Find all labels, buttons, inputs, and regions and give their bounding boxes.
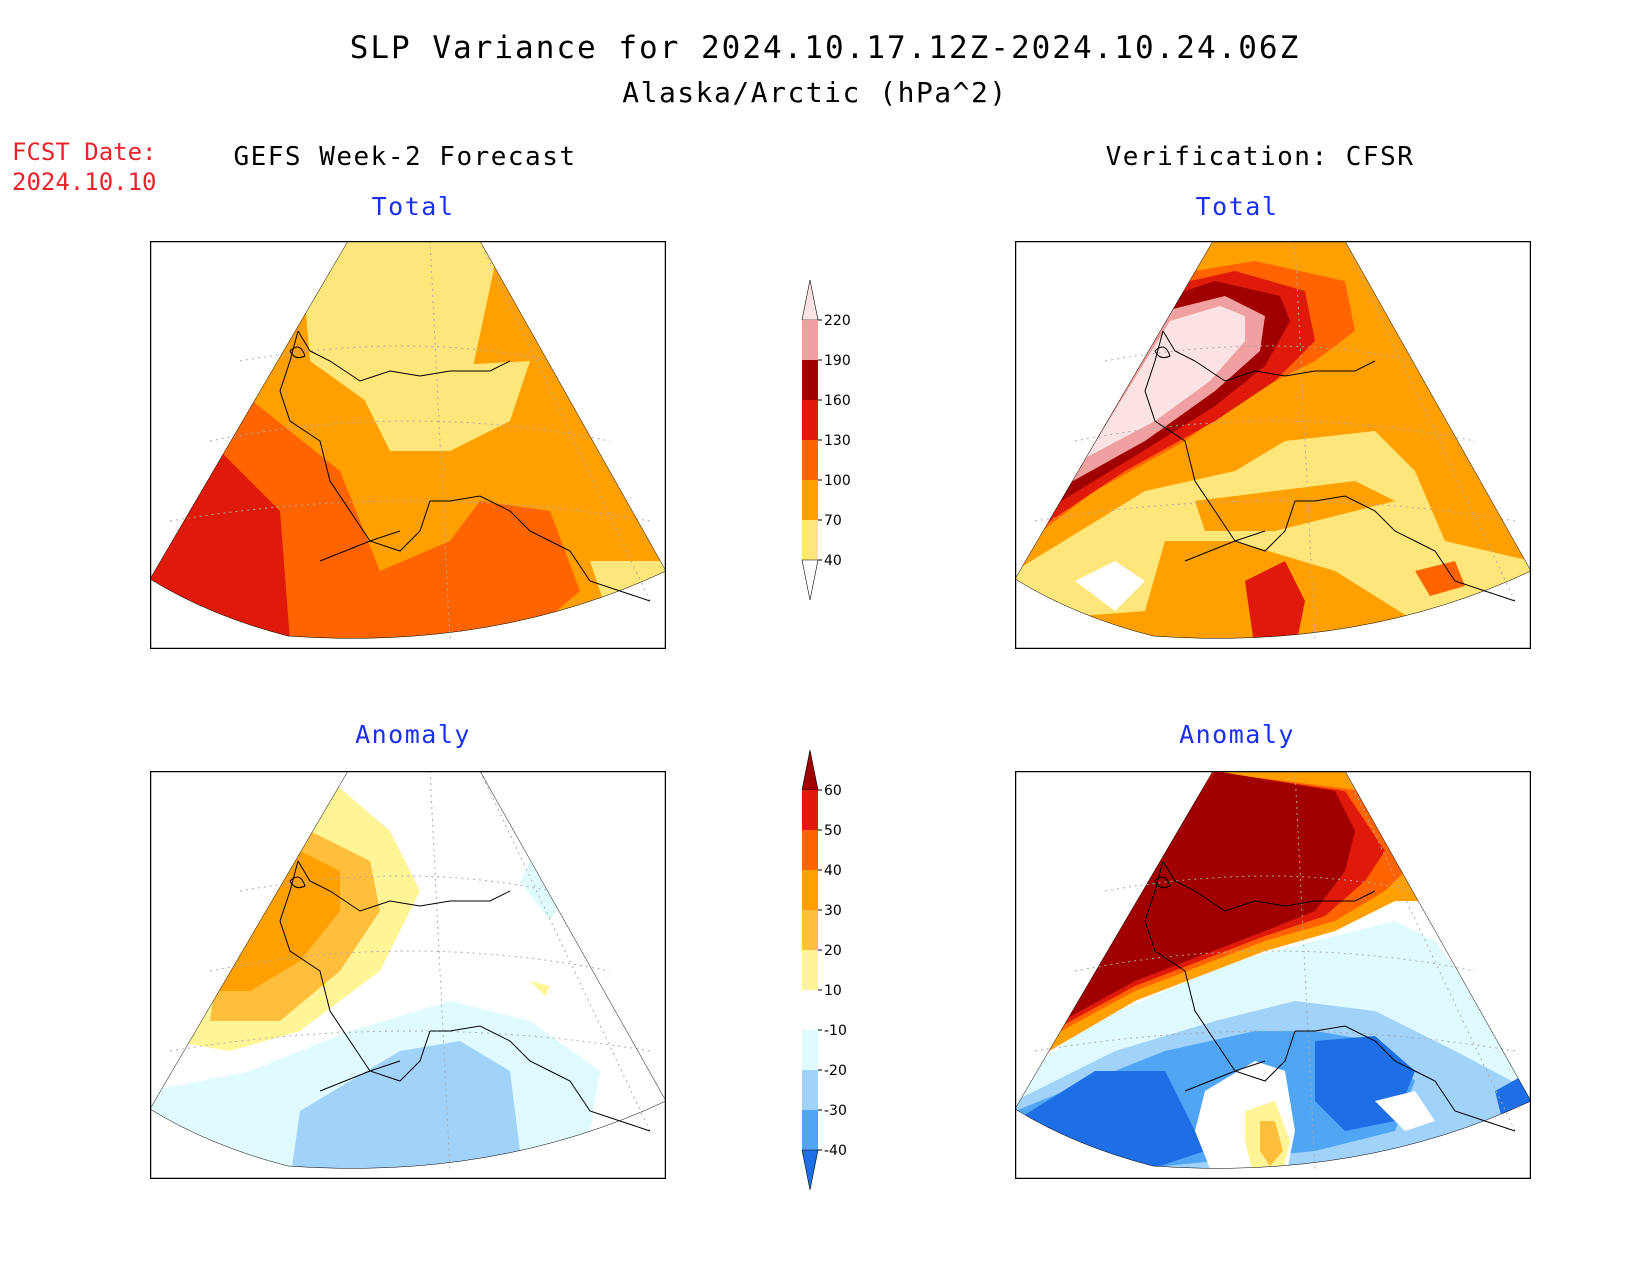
colorbar-total-tick-label: 100 bbox=[824, 473, 851, 489]
panel-title-forecast-total: Total bbox=[371, 192, 455, 221]
colorbar-total-segment bbox=[802, 360, 818, 400]
colorbar-anomaly-segment bbox=[802, 1030, 818, 1070]
colorbar-total-bottom-arrow bbox=[801, 559, 819, 601]
colorbar-total: 220 190 160 130 100 70 40 bbox=[801, 280, 851, 601]
colorbar-total-segment bbox=[802, 400, 818, 440]
colorbar-anomaly-tick-label: 10 bbox=[824, 983, 842, 999]
colorbar-anomaly-segment bbox=[802, 790, 818, 830]
colorbar-anomaly-tick-label: 20 bbox=[824, 943, 842, 959]
colorbar-anomaly: 60 50 40 30 20 10 -10 -20 -30 -40 bbox=[801, 750, 847, 1191]
colorbar-anomaly-tick-label: 40 bbox=[824, 863, 842, 879]
column-heading-forecast: GEFS Week-2 Forecast bbox=[233, 142, 577, 172]
colorbar-anomaly-segment bbox=[802, 910, 818, 950]
map-verification-total bbox=[1015, 241, 1531, 649]
colorbar-total-segment bbox=[802, 480, 818, 520]
colorbar-anomaly-tick-label: -40 bbox=[824, 1143, 847, 1159]
colorbar-anomaly-tick-label: 50 bbox=[824, 823, 842, 839]
colorbar-anomaly-tick-label: -20 bbox=[824, 1063, 847, 1079]
colorbar-anomaly-tick-label: 60 bbox=[824, 783, 842, 799]
colorbar-anomaly-tick-label: 30 bbox=[824, 903, 842, 919]
panel-title-forecast-anomaly: Anomaly bbox=[355, 720, 471, 749]
colorbar-total-segment bbox=[802, 440, 818, 480]
colorbar-total-top-arrow bbox=[801, 280, 819, 321]
colorbar-anomaly-tick-label: -10 bbox=[824, 1023, 847, 1039]
fcst-date-value: 2024.10.10 bbox=[12, 168, 157, 196]
panel-title-verification-total: Total bbox=[1195, 192, 1279, 221]
colorbar-total-tick-label: 220 bbox=[824, 313, 851, 329]
fcst-date-label: FCST Date: bbox=[12, 138, 157, 166]
map-forecast-total bbox=[150, 241, 666, 649]
colorbar-anomaly-top-arrow bbox=[801, 750, 819, 791]
map-verification-anomaly bbox=[1015, 771, 1531, 1179]
colorbar-total-tick-label: 190 bbox=[824, 353, 851, 369]
colorbar-total-segment bbox=[802, 520, 818, 560]
colorbar-anomaly-segment bbox=[802, 1110, 818, 1150]
colorbar-total-tick-label: 130 bbox=[824, 433, 851, 449]
colorbar-anomaly-segment bbox=[802, 1070, 818, 1110]
colorbar-anomaly-bottom-arrow bbox=[801, 1149, 819, 1191]
colorbar-total-tick-label: 40 bbox=[824, 553, 842, 569]
colorbar-total-tick-label: 160 bbox=[824, 393, 851, 409]
map-forecast-anomaly bbox=[150, 771, 666, 1179]
colorbar-anomaly-tick-label: -30 bbox=[824, 1103, 847, 1119]
panel-title-verification-anomaly: Anomaly bbox=[1179, 720, 1295, 749]
colorbar-anomaly-segment bbox=[802, 990, 818, 1030]
colorbar-anomaly-segment bbox=[802, 830, 818, 870]
main-title: SLP Variance for 2024.10.17.12Z-2024.10.… bbox=[349, 30, 1301, 66]
subtitle: Alaska/Arctic (hPa^2) bbox=[622, 76, 1008, 109]
colorbar-total-segment bbox=[802, 320, 818, 360]
colorbar-anomaly-segment bbox=[802, 950, 818, 990]
colorbar-total-tick-label: 70 bbox=[824, 513, 842, 529]
colorbar-anomaly-segment bbox=[802, 870, 818, 910]
column-heading-verification: Verification: CFSR bbox=[1105, 142, 1415, 172]
